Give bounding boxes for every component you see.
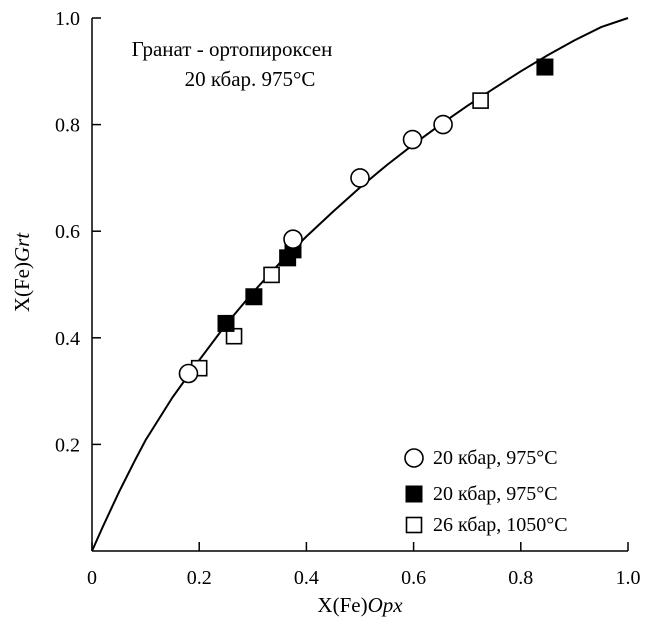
- legend-label: 26 кбар, 1050°C: [433, 514, 568, 536]
- x-axis-label: X(Fe)Opx: [317, 593, 403, 617]
- x-tick-label: 0.6: [401, 567, 426, 589]
- chart-title: Гранат - ортопироксен: [132, 37, 333, 61]
- data-point: [472, 92, 489, 109]
- x-tick-label: 0: [87, 567, 97, 589]
- legend-marker: [405, 516, 423, 534]
- chart-subtitle: 20 кбар. 975°C: [185, 67, 316, 91]
- y-tick-label: 1.0: [55, 8, 80, 30]
- y-tick-label: 0.6: [55, 221, 80, 243]
- x-tick-label: 0.8: [508, 567, 533, 589]
- data-point: [245, 288, 263, 306]
- data-point: [402, 129, 423, 150]
- data-point: [283, 229, 303, 249]
- legend-marker: [404, 448, 424, 468]
- x-tick-label: 0.2: [187, 567, 212, 589]
- legend-marker: [405, 485, 423, 503]
- y-tick-label: 0.8: [55, 115, 80, 137]
- y-axis-label: X(Fe)Grt: [10, 232, 34, 312]
- data-point: [263, 266, 280, 284]
- data-point: [350, 168, 370, 188]
- legend-label: 20 кбар, 975°C: [433, 483, 558, 505]
- data-point: [217, 314, 235, 332]
- y-tick-label: 0.4: [55, 328, 80, 350]
- data-point: [433, 114, 453, 135]
- x-tick-label: 0.4: [294, 567, 319, 589]
- data-point: [536, 58, 554, 76]
- y-tick-label: 0.2: [55, 434, 80, 456]
- data-point: [178, 363, 199, 384]
- x-tick-label: 1.0: [616, 567, 641, 589]
- fit-curve: [91, 17, 629, 552]
- legend-label: 20 кбар, 975°C: [433, 447, 558, 469]
